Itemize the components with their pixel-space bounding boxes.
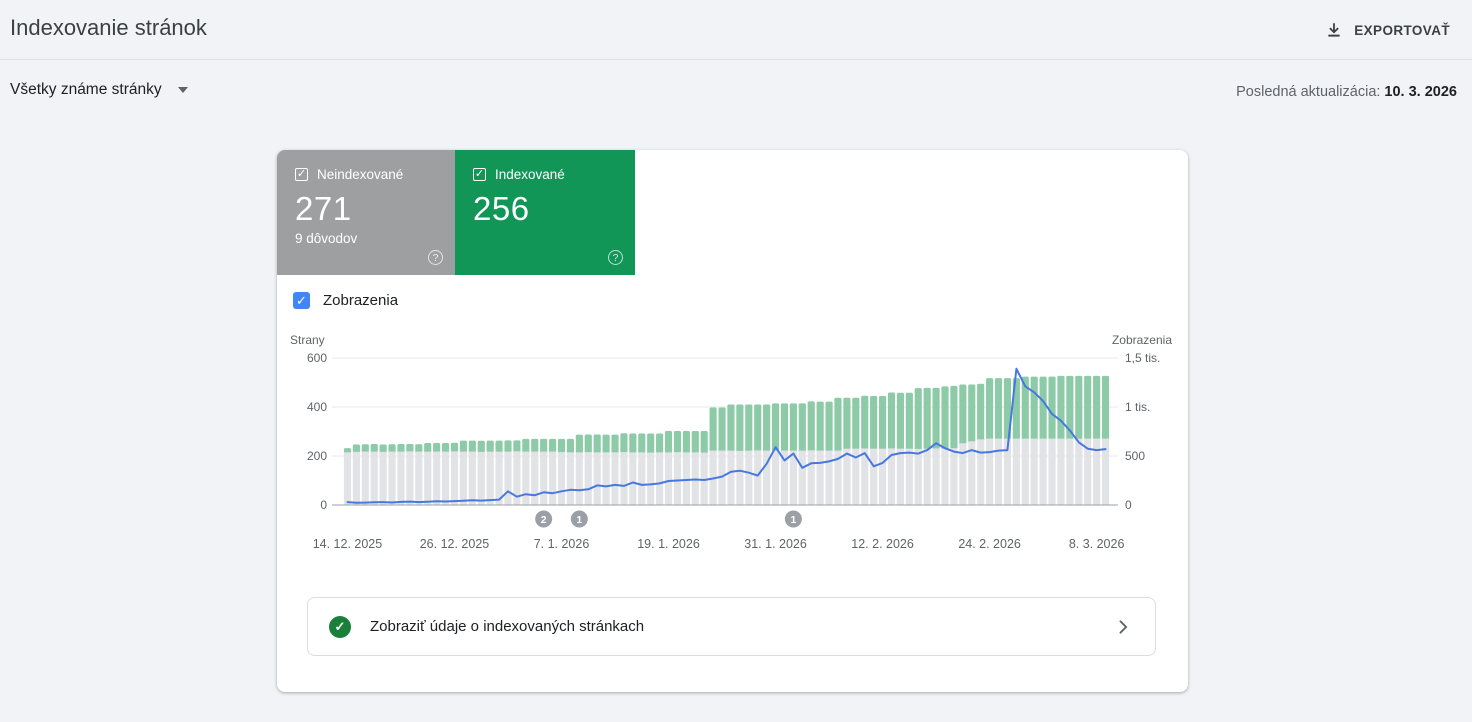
svg-text:26. 12. 2025: 26. 12. 2025 bbox=[420, 537, 490, 551]
help-icon[interactable]: ? bbox=[428, 250, 443, 265]
svg-text:400: 400 bbox=[307, 400, 327, 414]
svg-text:12. 2. 2026: 12. 2. 2026 bbox=[851, 537, 914, 551]
svg-text:14. 12. 2025: 14. 12. 2025 bbox=[313, 537, 383, 551]
svg-text:Zobrazenia: Zobrazenia bbox=[1112, 333, 1172, 347]
indexed-count: 256 bbox=[473, 190, 617, 228]
indexing-report-card: ✓ Neindexované 271 9 dôvodov ? ✓ Indexov… bbox=[277, 150, 1188, 692]
checkmark-icon: ✓ bbox=[475, 169, 484, 180]
svg-text:2: 2 bbox=[541, 514, 547, 526]
tab-not-indexed[interactable]: ✓ Neindexované 271 9 dôvodov ? bbox=[277, 150, 455, 275]
indexing-chart[interactable]: StranyZobrazenia6001,5 tis.4001 tis.2005… bbox=[277, 328, 1188, 564]
svg-text:24. 2. 2026: 24. 2. 2026 bbox=[958, 537, 1021, 551]
checkmark-icon: ✓ bbox=[296, 294, 307, 307]
page-title: Indexovanie stránok bbox=[10, 15, 207, 41]
not-indexed-count: 271 bbox=[295, 190, 437, 228]
chevron-down-icon bbox=[178, 87, 188, 93]
view-indexed-data-banner[interactable]: ✓ Zobraziť údaje o indexovaných stránkac… bbox=[307, 597, 1156, 656]
chevron-right-icon bbox=[1112, 616, 1134, 638]
not-indexed-reasons: 9 dôvodov bbox=[295, 231, 437, 246]
last-update: Posledná aktualizácia:10. 3. 2026 bbox=[1236, 84, 1457, 100]
svg-text:19. 1. 2026: 19. 1. 2026 bbox=[637, 537, 700, 551]
svg-text:Strany: Strany bbox=[290, 333, 325, 347]
page-header: Indexovanie stránok EXPORTOVAŤ bbox=[0, 0, 1472, 60]
last-update-date: 10. 3. 2026 bbox=[1384, 84, 1457, 100]
not-indexed-checkbox[interactable]: ✓ bbox=[295, 168, 308, 181]
svg-text:1: 1 bbox=[790, 514, 796, 526]
impressions-label: Zobrazenia bbox=[323, 292, 398, 309]
impressions-checkbox[interactable]: ✓ bbox=[293, 292, 310, 309]
export-button-label: EXPORTOVAŤ bbox=[1354, 23, 1450, 38]
page-filter-dropdown[interactable]: Všetky známe stránky bbox=[10, 81, 188, 99]
checkmark-icon: ✓ bbox=[297, 169, 306, 180]
export-button[interactable]: EXPORTOVAŤ bbox=[1319, 13, 1456, 47]
svg-text:31. 1. 2026: 31. 1. 2026 bbox=[744, 537, 807, 551]
tab-indexed[interactable]: ✓ Indexované 256 ? bbox=[455, 150, 635, 275]
indexed-checkbox[interactable]: ✓ bbox=[473, 168, 486, 181]
help-icon[interactable]: ? bbox=[608, 250, 623, 265]
svg-text:500: 500 bbox=[1125, 449, 1145, 463]
tab-indexed-label: Indexované bbox=[495, 167, 565, 182]
tab-not-indexed-label: Neindexované bbox=[317, 167, 403, 182]
svg-text:0: 0 bbox=[1125, 498, 1132, 512]
impressions-toggle[interactable]: ✓ Zobrazenia bbox=[293, 292, 398, 309]
svg-text:1,5 tis.: 1,5 tis. bbox=[1125, 351, 1160, 365]
svg-text:1 tis.: 1 tis. bbox=[1125, 400, 1150, 414]
svg-text:0: 0 bbox=[320, 498, 327, 512]
page-filter-label: Všetky známe stránky bbox=[10, 81, 162, 99]
svg-text:7. 1. 2026: 7. 1. 2026 bbox=[534, 537, 590, 551]
check-circle-icon: ✓ bbox=[329, 616, 351, 638]
svg-text:1: 1 bbox=[576, 514, 582, 526]
download-icon bbox=[1325, 21, 1343, 39]
last-update-label: Posledná aktualizácia: bbox=[1236, 84, 1380, 100]
filter-bar: Všetky známe stránky Posledná aktualizác… bbox=[0, 60, 1472, 124]
svg-text:8. 3. 2026: 8. 3. 2026 bbox=[1069, 537, 1125, 551]
svg-text:600: 600 bbox=[307, 351, 327, 365]
svg-text:200: 200 bbox=[307, 449, 327, 463]
banner-label: Zobraziť údaje o indexovaných stránkach bbox=[370, 618, 644, 635]
